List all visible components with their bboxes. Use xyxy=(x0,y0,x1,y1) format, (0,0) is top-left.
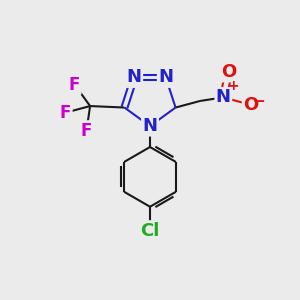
Text: N: N xyxy=(216,88,231,106)
Text: N: N xyxy=(142,117,158,135)
Text: +: + xyxy=(227,79,239,93)
Text: F: F xyxy=(81,122,92,140)
Text: F: F xyxy=(69,76,80,94)
Text: N: N xyxy=(127,68,142,86)
Text: O: O xyxy=(243,96,258,114)
Text: F: F xyxy=(60,103,71,122)
Text: Cl: Cl xyxy=(140,222,160,240)
Text: −: − xyxy=(253,94,266,109)
Text: O: O xyxy=(221,63,236,81)
Text: N: N xyxy=(158,68,173,86)
